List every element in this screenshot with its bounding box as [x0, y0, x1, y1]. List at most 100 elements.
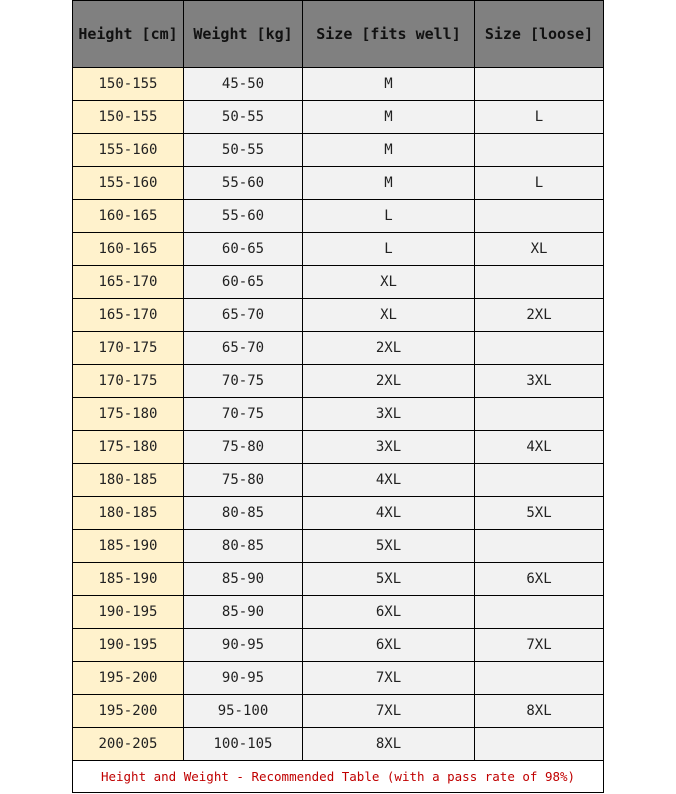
size-fits-well-cell: 4XL	[302, 496, 475, 530]
height-cell: 190-195	[72, 595, 184, 629]
size-fits-well-cell: 6XL	[302, 628, 475, 662]
height-cell: 180-185	[72, 463, 184, 497]
height-cell: 160-165	[72, 232, 184, 266]
size-fits-well-cell: 7XL	[302, 661, 475, 695]
header-row: Height [cm] Weight [kg] Size [fits well]…	[72, 0, 604, 68]
size-loose-cell	[474, 265, 604, 299]
table-row: 155-160 55-60 M L	[72, 166, 604, 200]
size-loose-cell: 4XL	[474, 430, 604, 464]
size-loose-cell	[474, 661, 604, 695]
table-row: 165-170 60-65 XL	[72, 265, 604, 299]
height-cell: 165-170	[72, 265, 184, 299]
header-size-fits-well: Size [fits well]	[302, 0, 475, 68]
table-row: 160-165 60-65 L XL	[72, 232, 604, 266]
footer-row: Height and Weight - Recommended Table (w…	[72, 760, 604, 793]
weight-cell: 65-70	[183, 298, 303, 332]
weight-cell: 85-90	[183, 595, 303, 629]
size-loose-cell: 8XL	[474, 694, 604, 728]
size-loose-cell	[474, 331, 604, 365]
size-fits-well-cell: 2XL	[302, 331, 475, 365]
table-row: 195-200 90-95 7XL	[72, 661, 604, 695]
size-chart-table: Height [cm] Weight [kg] Size [fits well]…	[72, 0, 604, 793]
size-loose-cell	[474, 397, 604, 431]
size-loose-cell	[474, 199, 604, 233]
height-cell: 185-190	[72, 562, 184, 596]
size-loose-cell: L	[474, 166, 604, 200]
table-row: 200-205 100-105 8XL	[72, 727, 604, 761]
weight-cell: 80-85	[183, 496, 303, 530]
size-loose-cell: 5XL	[474, 496, 604, 530]
size-loose-cell	[474, 67, 604, 101]
weight-cell: 50-55	[183, 100, 303, 134]
size-fits-well-cell: 2XL	[302, 364, 475, 398]
height-cell: 195-200	[72, 661, 184, 695]
height-cell: 175-180	[72, 397, 184, 431]
weight-cell: 100-105	[183, 727, 303, 761]
weight-cell: 55-60	[183, 166, 303, 200]
height-cell: 180-185	[72, 496, 184, 530]
size-fits-well-cell: 4XL	[302, 463, 475, 497]
height-cell: 185-190	[72, 529, 184, 563]
table-row: 190-195 85-90 6XL	[72, 595, 604, 629]
weight-cell: 90-95	[183, 628, 303, 662]
table-row: 190-195 90-95 6XL 7XL	[72, 628, 604, 662]
height-cell: 150-155	[72, 100, 184, 134]
table-row: 180-185 75-80 4XL	[72, 463, 604, 497]
weight-cell: 60-65	[183, 265, 303, 299]
header-height: Height [cm]	[72, 0, 184, 68]
size-loose-cell: XL	[474, 232, 604, 266]
table-row: 150-155 45-50 M	[72, 67, 604, 101]
weight-cell: 60-65	[183, 232, 303, 266]
table-row: 155-160 50-55 M	[72, 133, 604, 167]
weight-cell: 50-55	[183, 133, 303, 167]
weight-cell: 70-75	[183, 397, 303, 431]
size-fits-well-cell: L	[302, 199, 475, 233]
table-row: 185-190 80-85 5XL	[72, 529, 604, 563]
size-loose-cell: 6XL	[474, 562, 604, 596]
weight-cell: 80-85	[183, 529, 303, 563]
size-loose-cell: 2XL	[474, 298, 604, 332]
size-fits-well-cell: M	[302, 67, 475, 101]
height-cell: 170-175	[72, 331, 184, 365]
size-fits-well-cell: 3XL	[302, 397, 475, 431]
size-fits-well-cell: 5XL	[302, 562, 475, 596]
size-fits-well-cell: 3XL	[302, 430, 475, 464]
size-loose-cell: L	[474, 100, 604, 134]
size-loose-cell: 3XL	[474, 364, 604, 398]
size-fits-well-cell: M	[302, 166, 475, 200]
weight-cell: 85-90	[183, 562, 303, 596]
height-cell: 190-195	[72, 628, 184, 662]
table-row: 165-170 65-70 XL 2XL	[72, 298, 604, 332]
footer-note: Height and Weight - Recommended Table (w…	[72, 760, 604, 793]
height-cell: 165-170	[72, 298, 184, 332]
weight-cell: 95-100	[183, 694, 303, 728]
weight-cell: 65-70	[183, 331, 303, 365]
weight-cell: 70-75	[183, 364, 303, 398]
table-row: 170-175 65-70 2XL	[72, 331, 604, 365]
size-fits-well-cell: L	[302, 232, 475, 266]
table-row: 160-165 55-60 L	[72, 199, 604, 233]
size-fits-well-cell: M	[302, 100, 475, 134]
table-row: 185-190 85-90 5XL 6XL	[72, 562, 604, 596]
size-fits-well-cell: XL	[302, 298, 475, 332]
height-cell: 150-155	[72, 67, 184, 101]
size-loose-cell	[474, 463, 604, 497]
height-cell: 170-175	[72, 364, 184, 398]
table-row: 170-175 70-75 2XL 3XL	[72, 364, 604, 398]
weight-cell: 75-80	[183, 430, 303, 464]
weight-cell: 75-80	[183, 463, 303, 497]
table-row: 180-185 80-85 4XL 5XL	[72, 496, 604, 530]
weight-cell: 55-60	[183, 199, 303, 233]
height-cell: 155-160	[72, 133, 184, 167]
height-cell: 200-205	[72, 727, 184, 761]
height-cell: 195-200	[72, 694, 184, 728]
size-fits-well-cell: 8XL	[302, 727, 475, 761]
height-cell: 175-180	[72, 430, 184, 464]
size-fits-well-cell: XL	[302, 265, 475, 299]
size-loose-cell	[474, 133, 604, 167]
height-cell: 160-165	[72, 199, 184, 233]
header-weight: Weight [kg]	[183, 0, 303, 68]
size-fits-well-cell: 6XL	[302, 595, 475, 629]
weight-cell: 90-95	[183, 661, 303, 695]
size-loose-cell	[474, 595, 604, 629]
